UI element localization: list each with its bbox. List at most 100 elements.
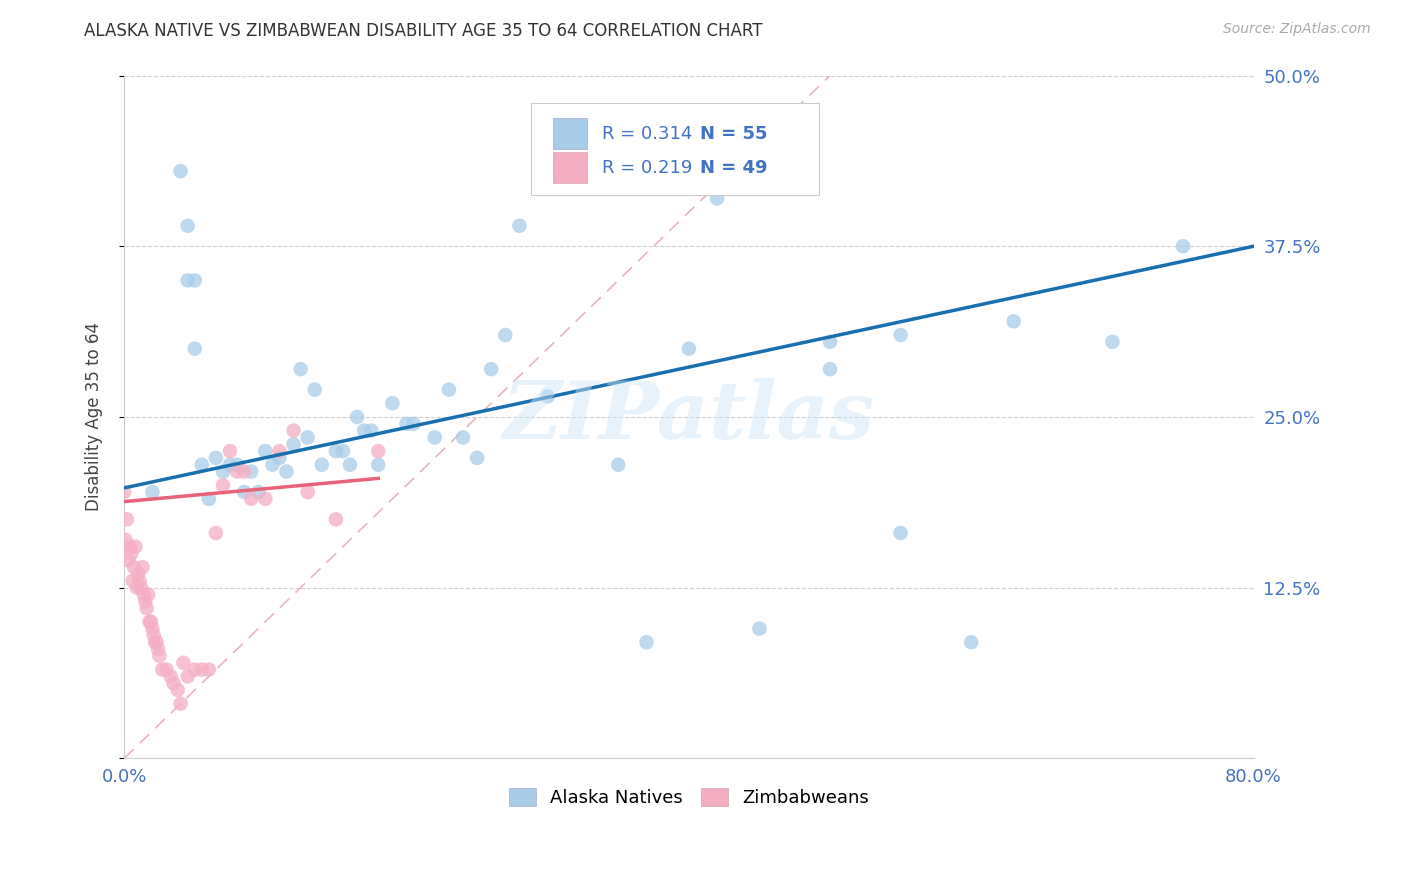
- Point: [129, 581, 152, 595]
- Point: [198, 491, 221, 506]
- Point: [183, 663, 205, 677]
- Point: [159, 669, 181, 683]
- Point: [176, 219, 198, 233]
- Point: [172, 656, 194, 670]
- Point: [115, 512, 138, 526]
- Point: [508, 219, 530, 233]
- FancyBboxPatch shape: [554, 119, 588, 149]
- FancyBboxPatch shape: [554, 153, 588, 183]
- Point: [290, 362, 312, 376]
- Point: [465, 450, 488, 465]
- Point: [226, 458, 249, 472]
- Point: [117, 553, 139, 567]
- Point: [125, 581, 148, 595]
- Point: [360, 424, 382, 438]
- Point: [198, 663, 221, 677]
- Point: [162, 676, 184, 690]
- Point: [254, 491, 277, 506]
- Point: [141, 622, 163, 636]
- Point: [191, 458, 214, 472]
- Point: [183, 342, 205, 356]
- Point: [353, 424, 375, 438]
- Legend: Alaska Natives, Zimbabweans: Alaska Natives, Zimbabweans: [502, 780, 876, 814]
- Point: [183, 273, 205, 287]
- Point: [191, 663, 214, 677]
- Point: [304, 383, 326, 397]
- Point: [141, 485, 163, 500]
- Point: [494, 328, 516, 343]
- Point: [381, 396, 404, 410]
- Text: R = 0.219: R = 0.219: [602, 159, 692, 177]
- Point: [226, 465, 249, 479]
- Point: [146, 642, 169, 657]
- Point: [142, 628, 165, 642]
- Point: [437, 383, 460, 397]
- Text: ALASKA NATIVE VS ZIMBABWEAN DISABILITY AGE 35 TO 64 CORRELATION CHART: ALASKA NATIVE VS ZIMBABWEAN DISABILITY A…: [84, 22, 763, 40]
- Y-axis label: Disability Age 35 to 64: Disability Age 35 to 64: [86, 322, 103, 511]
- Point: [395, 417, 418, 431]
- Text: Source: ZipAtlas.com: Source: ZipAtlas.com: [1223, 22, 1371, 37]
- Point: [1101, 334, 1123, 349]
- Point: [283, 424, 305, 438]
- Point: [402, 417, 425, 431]
- Point: [138, 615, 160, 629]
- Point: [139, 615, 162, 629]
- Point: [678, 342, 700, 356]
- Point: [297, 485, 319, 500]
- Point: [283, 437, 305, 451]
- Point: [132, 587, 155, 601]
- Point: [118, 540, 141, 554]
- Point: [112, 485, 135, 500]
- Point: [131, 560, 153, 574]
- Point: [143, 635, 166, 649]
- Point: [890, 526, 912, 541]
- Point: [176, 669, 198, 683]
- Point: [247, 485, 270, 500]
- Point: [339, 458, 361, 472]
- Point: [124, 540, 146, 554]
- Point: [134, 594, 156, 608]
- Point: [233, 485, 256, 500]
- FancyBboxPatch shape: [530, 103, 818, 195]
- Text: R = 0.314: R = 0.314: [602, 125, 692, 143]
- Point: [166, 683, 188, 698]
- Point: [748, 622, 770, 636]
- Point: [890, 328, 912, 343]
- Point: [240, 465, 263, 479]
- Point: [169, 164, 191, 178]
- Point: [212, 465, 235, 479]
- Point: [276, 465, 298, 479]
- Point: [332, 444, 354, 458]
- Point: [269, 444, 291, 458]
- Point: [219, 458, 242, 472]
- Point: [451, 430, 474, 444]
- Point: [636, 635, 658, 649]
- Point: [212, 478, 235, 492]
- Point: [176, 273, 198, 287]
- Point: [136, 587, 159, 601]
- Point: [423, 430, 446, 444]
- Point: [169, 697, 191, 711]
- Point: [150, 663, 173, 677]
- Point: [128, 574, 150, 588]
- Point: [325, 512, 347, 526]
- Point: [1171, 239, 1194, 253]
- Point: [262, 458, 284, 472]
- Point: [148, 648, 170, 663]
- Point: [254, 444, 277, 458]
- Point: [367, 444, 389, 458]
- Point: [205, 526, 228, 541]
- Text: N = 55: N = 55: [700, 125, 768, 143]
- Point: [269, 450, 291, 465]
- Point: [240, 491, 263, 506]
- Point: [145, 635, 167, 649]
- Point: [233, 465, 256, 479]
- Point: [818, 334, 841, 349]
- Point: [537, 389, 560, 403]
- Point: [1002, 314, 1025, 328]
- Point: [122, 560, 145, 574]
- Point: [219, 444, 242, 458]
- Point: [960, 635, 983, 649]
- Point: [205, 450, 228, 465]
- Point: [479, 362, 502, 376]
